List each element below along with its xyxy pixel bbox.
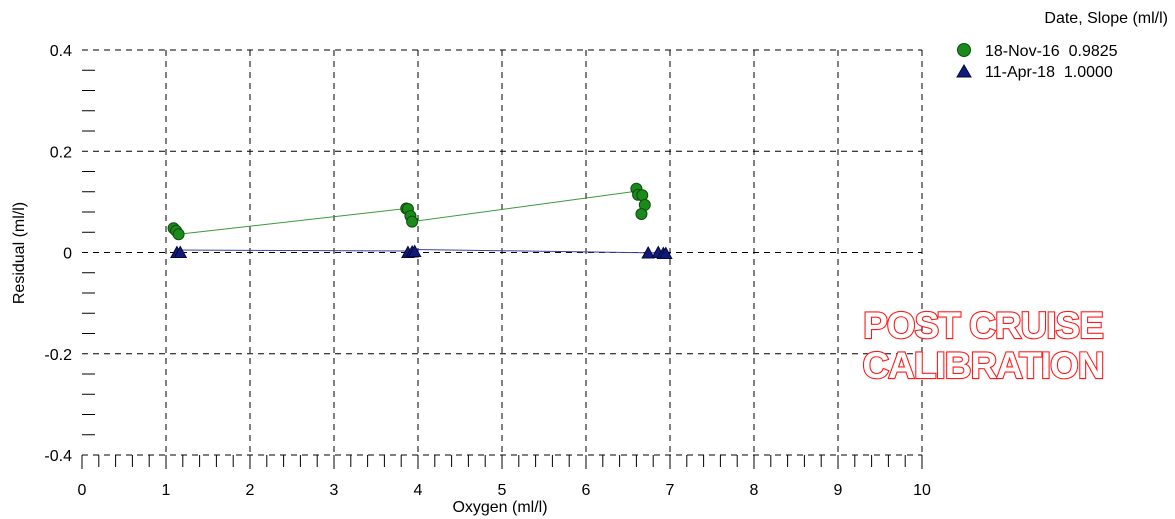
legend: Date, Slope (ml/l) 18-Nov-16 0.9825 11-A… [956, 10, 1168, 81]
x-tick-label-8: 8 [750, 482, 759, 499]
legend-marker-circle-icon [957, 43, 971, 57]
y-axis-title: Residual (ml/l) [11, 202, 28, 304]
data-point-series-1 [641, 245, 656, 259]
legend-marker-triangle-icon [956, 64, 972, 78]
legend-entry-1: 11-Apr-18 1.0000 [985, 64, 1113, 81]
stamp-line-2: CALIBRATION [862, 345, 1103, 386]
data-point-series-0 [172, 228, 185, 241]
x-tick-label-10: 10 [913, 482, 931, 499]
data-point-series-1 [407, 244, 422, 257]
y-tick-label--0.2: -0.2 [44, 347, 72, 364]
tick-labels: 0 1 2 3 4 5 6 7 8 9 10 0.4 0.2 0 -0.2 -0.4 [44, 43, 931, 499]
fit-lines [176, 190, 666, 254]
legend-title: Date, Slope (ml/l) [1044, 10, 1168, 27]
post-cruise-calibration-stamp: POST CRUISE CALIBRATION [861, 304, 1105, 387]
x-axis-title: Oxygen (ml/l) [452, 499, 547, 516]
x-tick-label-2: 2 [246, 482, 255, 499]
x-tick-label-6: 6 [582, 482, 591, 499]
y-tick-label-0: 0 [63, 246, 72, 263]
x-tick-label-5: 5 [498, 482, 507, 499]
data-points [167, 182, 673, 260]
x-tick-label-3: 3 [330, 482, 339, 499]
legend-entry-0: 18-Nov-16 0.9825 [985, 43, 1118, 60]
y-tick-label-0.4: 0.4 [50, 43, 72, 60]
x-tick-label-7: 7 [666, 482, 675, 499]
stamp-line-1: POST CRUISE [863, 305, 1103, 346]
data-point-series-1 [173, 245, 188, 258]
x-tick-label-0: 0 [78, 482, 87, 499]
data-point-series-1 [658, 246, 673, 260]
x-tick-label-1: 1 [162, 482, 171, 499]
data-point-series-0 [635, 208, 648, 221]
x-tick-label-4: 4 [414, 482, 423, 499]
minor-ticks [81, 69, 923, 469]
grid-lines [82, 49, 923, 455]
x-tick-label-9: 9 [834, 482, 843, 499]
y-tick-label--0.4: -0.4 [44, 448, 72, 465]
data-point-series-0 [406, 215, 419, 228]
y-tick-label-0.2: 0.2 [50, 144, 72, 161]
